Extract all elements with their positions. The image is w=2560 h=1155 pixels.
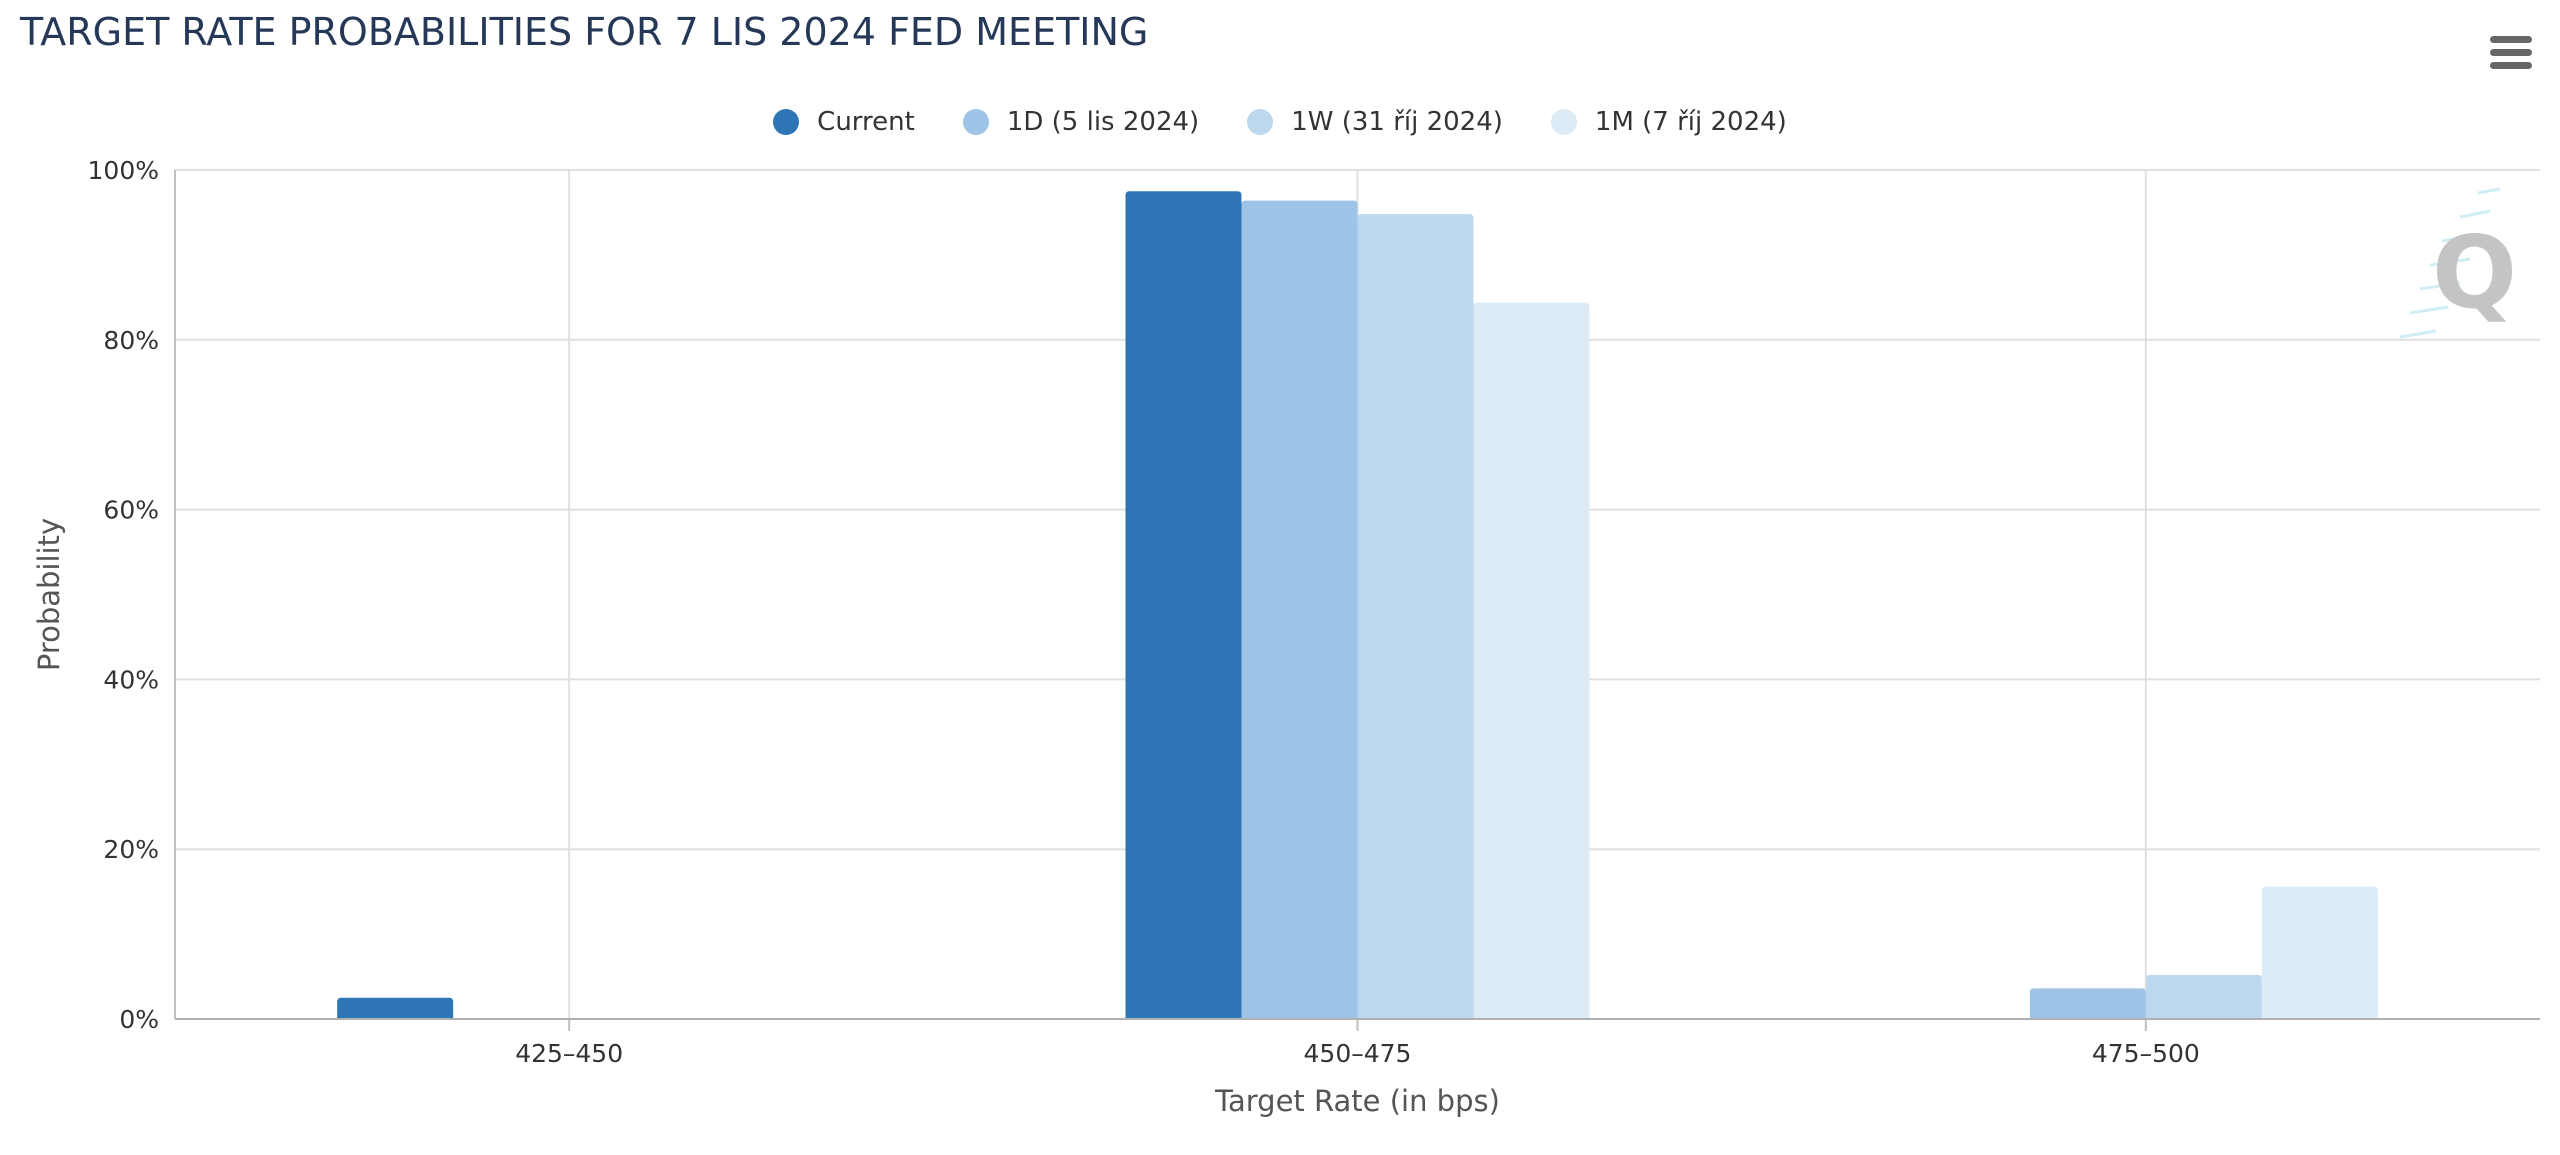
bar-1w-1 <box>1357 214 1474 1019</box>
bar-1d-1 <box>1241 200 1358 1020</box>
legend-marker-current <box>773 109 800 135</box>
bar-1m-1 <box>1473 302 1590 1020</box>
svg-text:Q: Q <box>2432 214 2517 331</box>
legend-label-current: Current <box>817 107 915 137</box>
y-tick-label: 20% <box>103 835 159 864</box>
y-tick-label: 0% <box>119 1005 159 1034</box>
bar-1w-2 <box>2145 974 2262 1019</box>
legend-marker-1d <box>962 109 989 135</box>
legend-label-1m: 1M (7 říj 2024) <box>1594 107 1787 137</box>
q-logo-watermark-icon: Q <box>2399 187 2517 339</box>
legend-item-1w[interactable]: 1W (31 říj 2024) <box>1247 107 1503 137</box>
bar-current-1 <box>1125 191 1242 1020</box>
chart-title: TARGET RATE PROBABILITIES FOR 7 LIS 2024… <box>20 10 1149 54</box>
y-tick-label: 40% <box>103 665 159 694</box>
hamburger-menu-icon[interactable] <box>2490 36 2532 70</box>
bar-current-0 <box>337 997 454 1019</box>
x-tick-label: 450–475 <box>1304 1039 1412 1068</box>
legend-marker-1w <box>1247 109 1274 135</box>
x-tick-label: 475–500 <box>2092 1039 2200 1068</box>
x-tick-label: 425–450 <box>515 1039 623 1068</box>
legend-marker-1m <box>1550 109 1577 135</box>
legend-item-1m[interactable]: 1M (7 říj 2024) <box>1550 107 1787 137</box>
legend-item-1d[interactable]: 1D (5 lis 2024) <box>962 107 1200 137</box>
chart-legend: Current 1D (5 lis 2024) 1W (31 říj 2024)… <box>0 102 2560 142</box>
x-axis-title: Target Rate (in bps) <box>1214 1084 1500 1118</box>
bar-1d-2 <box>2029 988 2146 1019</box>
y-tick-label: 80% <box>103 326 159 355</box>
y-tick-label: 60% <box>103 496 159 525</box>
legend-item-current[interactable]: Current <box>773 107 915 137</box>
legend-label-1w: 1W (31 říj 2024) <box>1291 107 1503 137</box>
y-tick-label: 100% <box>88 156 159 185</box>
bar-1m-2 <box>2261 886 2378 1019</box>
legend-label-1d: 1D (5 lis 2024) <box>1006 107 1200 137</box>
y-axis-title: Probability <box>32 518 66 671</box>
